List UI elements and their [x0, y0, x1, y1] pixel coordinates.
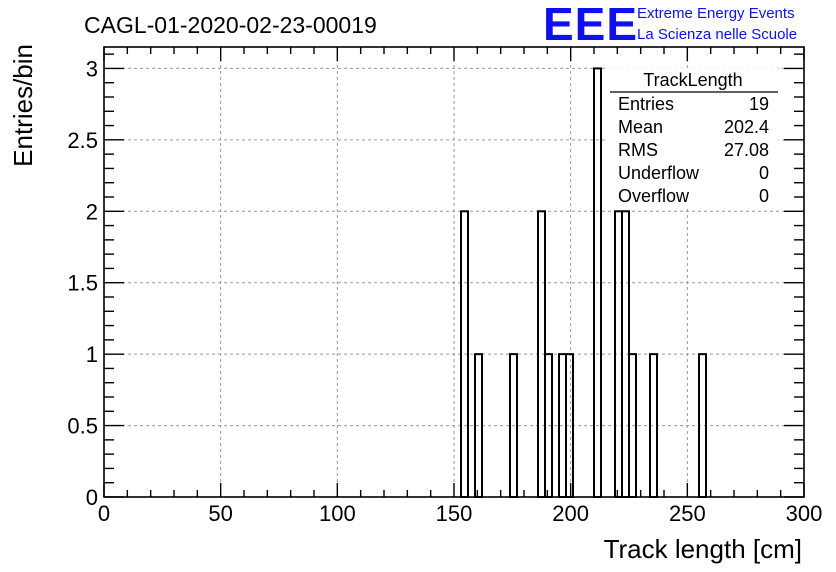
x-tick-label: 0 [98, 501, 110, 526]
stats-value: 19 [749, 94, 769, 114]
x-tick-labels: 0 50 100 150 200 250 300 [98, 501, 822, 526]
y-tick-label: 1.5 [67, 271, 98, 296]
x-tick-label: 50 [208, 501, 232, 526]
x-tick-label: 250 [669, 501, 706, 526]
y-tick-label: 3 [86, 56, 98, 81]
stats-box: TrackLength Entries 19 Mean 202.4 RMS 27.08 Un… [606, 68, 778, 208]
y-tick-label: 0.5 [67, 414, 98, 439]
stats-value: 0 [759, 186, 769, 206]
stats-label: Mean [618, 117, 663, 137]
y-axis-title: Entries/bin [8, 44, 38, 167]
y-tick-label: 2.5 [67, 128, 98, 153]
x-axis-title: Track length [cm] [604, 534, 802, 564]
y-tick-labels: 0 0.5 1 1.5 2 2.5 3 [67, 56, 98, 510]
stats-value: 0 [759, 163, 769, 183]
x-tick-label: 150 [436, 501, 473, 526]
stats-label: Overflow [618, 186, 690, 206]
x-tick-label: 300 [786, 501, 823, 526]
stats-box-title: TrackLength [643, 70, 742, 90]
logo-line-2: La Scienza nelle Scuole [637, 26, 797, 43]
stats-value: 27.08 [724, 140, 769, 160]
run-title: CAGL-01-2020-02-23-00019 [84, 12, 377, 38]
y-tick-label: 0 [86, 485, 98, 510]
stats-value: 202.4 [724, 117, 769, 137]
x-tick-label: 200 [552, 501, 589, 526]
eee-logo: EEE [543, 0, 638, 50]
x-tick-label: 100 [319, 501, 356, 526]
logo-line-1: Extreme Energy Events [637, 5, 795, 22]
y-tick-label: 2 [86, 199, 98, 224]
axis-ticks [103, 47, 805, 498]
y-tick-label: 1 [86, 342, 98, 367]
stats-label: Underflow [618, 163, 700, 183]
stats-label: RMS [618, 140, 658, 160]
stats-label: Entries [618, 94, 674, 114]
